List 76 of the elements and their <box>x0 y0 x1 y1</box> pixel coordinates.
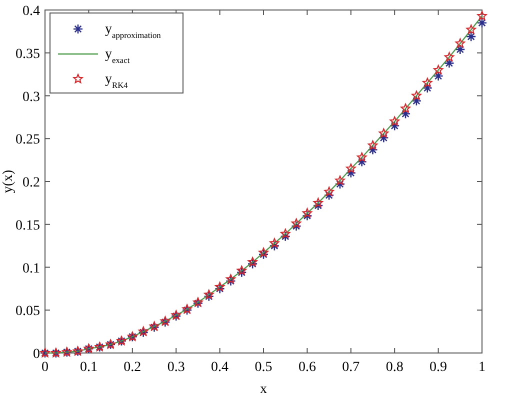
point <box>455 44 466 55</box>
point <box>214 282 225 292</box>
x-axis-title: x <box>260 382 267 397</box>
point <box>236 266 246 275</box>
y-tick-label: 0.3 <box>22 90 40 105</box>
point <box>291 218 302 228</box>
x-tick-label: 0.9 <box>430 360 448 375</box>
legend-label: y$_{RK4}$ <box>105 72 129 90</box>
point <box>389 120 400 131</box>
point <box>291 220 302 232</box>
point <box>444 52 454 62</box>
point <box>324 186 334 196</box>
point <box>324 190 334 200</box>
y-tick-label: 0.1 <box>22 261 40 276</box>
point <box>422 78 432 88</box>
x-tick-label: 0.5 <box>254 360 272 375</box>
x-tick-label: 0.6 <box>298 360 316 375</box>
point <box>412 90 422 100</box>
point <box>226 274 236 284</box>
point <box>476 18 488 28</box>
point <box>400 108 411 119</box>
x-tick-label: 0.8 <box>386 360 404 375</box>
point <box>378 128 389 138</box>
y-tick-label: 0.2 <box>22 176 40 190</box>
point <box>269 240 280 251</box>
point <box>302 210 312 221</box>
point <box>356 152 367 162</box>
point <box>335 176 345 185</box>
y-tick-label: 0.05 <box>16 304 40 320</box>
point <box>356 156 367 167</box>
point <box>270 238 280 248</box>
x-tick-label: 0.3 <box>167 360 185 375</box>
point <box>258 249 269 260</box>
point <box>422 82 433 94</box>
point <box>477 10 487 20</box>
x-tick-label: 1 <box>478 360 486 375</box>
point <box>346 164 356 173</box>
point <box>411 96 422 106</box>
point <box>302 208 312 218</box>
point <box>368 144 378 155</box>
y-tick-label: 0.15 <box>16 218 40 234</box>
point <box>368 140 378 150</box>
legend-label: y$_{exact}$ <box>105 47 130 64</box>
point <box>214 284 225 294</box>
point <box>466 24 476 34</box>
point <box>313 198 323 208</box>
point <box>378 132 389 143</box>
y-tick-label: 0.4 <box>22 4 40 19</box>
point <box>236 267 247 278</box>
x-tick-label: 0.1 <box>80 360 98 375</box>
point <box>248 257 258 266</box>
point <box>280 231 290 242</box>
point <box>204 291 214 302</box>
point <box>280 228 290 238</box>
point <box>334 178 346 190</box>
point <box>226 276 236 286</box>
point <box>466 31 476 42</box>
point <box>247 258 258 269</box>
point <box>312 200 324 211</box>
point <box>400 104 410 113</box>
point <box>444 58 454 68</box>
point <box>258 248 268 257</box>
x-tick-label: 0.4 <box>211 360 229 375</box>
legend-label: y$_{approximation}$ <box>105 22 162 40</box>
point <box>204 290 214 299</box>
y-tick-label: 0 <box>33 347 40 362</box>
point <box>433 70 444 82</box>
point <box>433 64 444 74</box>
y-axis-title: y(x) <box>1 170 16 194</box>
y-tick-label: 0.25 <box>16 132 40 148</box>
point <box>346 168 356 178</box>
x-tick-label: 0.7 <box>342 360 360 375</box>
y-tick-label: 0.35 <box>16 46 40 62</box>
point <box>390 116 400 126</box>
point <box>455 38 465 48</box>
x-tick-label: 0.2 <box>124 360 142 375</box>
